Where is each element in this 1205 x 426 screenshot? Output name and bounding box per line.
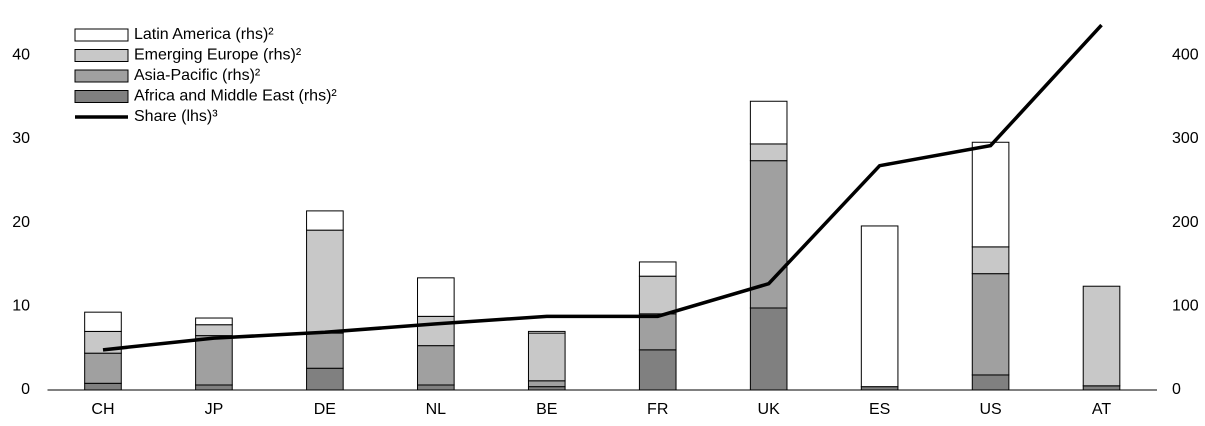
- bar-segment: [417, 345, 455, 386]
- x-tick-label: FR: [647, 401, 668, 418]
- bar-segment: [971, 246, 1010, 275]
- line-series: [102, 23, 1103, 352]
- bar-segment: [638, 261, 677, 277]
- legend-label: Africa and Middle East (rhs)²: [134, 88, 337, 105]
- bar-segment: [417, 277, 455, 317]
- bar-segment: [638, 313, 677, 351]
- y-tick-label: 30: [12, 130, 30, 147]
- bar-segment: [84, 382, 122, 391]
- x-tick-label: US: [979, 401, 1001, 418]
- bar-segment: [527, 380, 566, 388]
- bar-segment: [749, 100, 788, 145]
- y2-tick-label: 100: [1172, 298, 1199, 315]
- y-tick-label: 10: [12, 298, 30, 315]
- legend-label: Emerging Europe (rhs)²: [134, 47, 302, 64]
- legend-label: Latin America (rhs)²: [134, 26, 274, 43]
- y-tick-label: 20: [12, 214, 30, 231]
- y2-tick-label: 300: [1172, 130, 1199, 147]
- x-tick-label: CH: [91, 401, 114, 418]
- legend-label: Share (lhs)³: [134, 108, 218, 125]
- bar-segment: [971, 141, 1010, 248]
- legend-swatch: [74, 90, 129, 103]
- y2-tick-label: 200: [1172, 214, 1199, 231]
- bar-segment: [749, 160, 788, 309]
- bar-segment: [1082, 285, 1121, 387]
- y-tick-label: 0: [21, 381, 30, 398]
- bar-segment: [84, 352, 122, 384]
- bar-segment: [971, 374, 1010, 391]
- bar-segment: [195, 335, 233, 386]
- y2-tick-label: 0: [1172, 381, 1181, 398]
- bar-segment: [1082, 385, 1121, 391]
- bar-segment: [306, 210, 344, 231]
- bar-segment: [417, 315, 455, 347]
- bar-segment: [971, 273, 1010, 376]
- x-tick-label: JP: [205, 401, 224, 418]
- bar-segment: [527, 330, 566, 334]
- bar-segment: [306, 229, 344, 334]
- y-tick-label: 40: [12, 46, 30, 63]
- bar-segment: [860, 386, 899, 391]
- x-tick-label: NL: [426, 401, 447, 418]
- bar-segment: [306, 367, 344, 391]
- bar-segment: [638, 275, 677, 315]
- x-tick-label: BE: [536, 401, 557, 418]
- bar-segment: [860, 225, 899, 388]
- bar-segment: [749, 143, 788, 162]
- bar-segment: [195, 324, 233, 337]
- bar-segment: [749, 307, 788, 391]
- bar-segment: [638, 349, 677, 391]
- x-tick-label: ES: [869, 401, 890, 418]
- legend-swatch: [74, 49, 129, 62]
- bar-segment: [417, 384, 455, 391]
- x-tick-label: UK: [758, 401, 781, 418]
- legend-swatch: [74, 69, 129, 83]
- x-tick-label: DE: [314, 401, 336, 418]
- x-tick-label: AT: [1092, 401, 1111, 418]
- bar-segment: [527, 386, 566, 391]
- legend-swatch: [74, 28, 129, 42]
- bar-segment: [84, 311, 122, 332]
- bar-segment: [527, 332, 566, 382]
- bar-segment: [195, 317, 233, 326]
- bar-segment: [306, 332, 344, 369]
- legend-label: Asia-Pacific (rhs)²: [134, 67, 261, 84]
- y2-tick-label: 400: [1172, 46, 1199, 63]
- bar-segment: [195, 384, 233, 391]
